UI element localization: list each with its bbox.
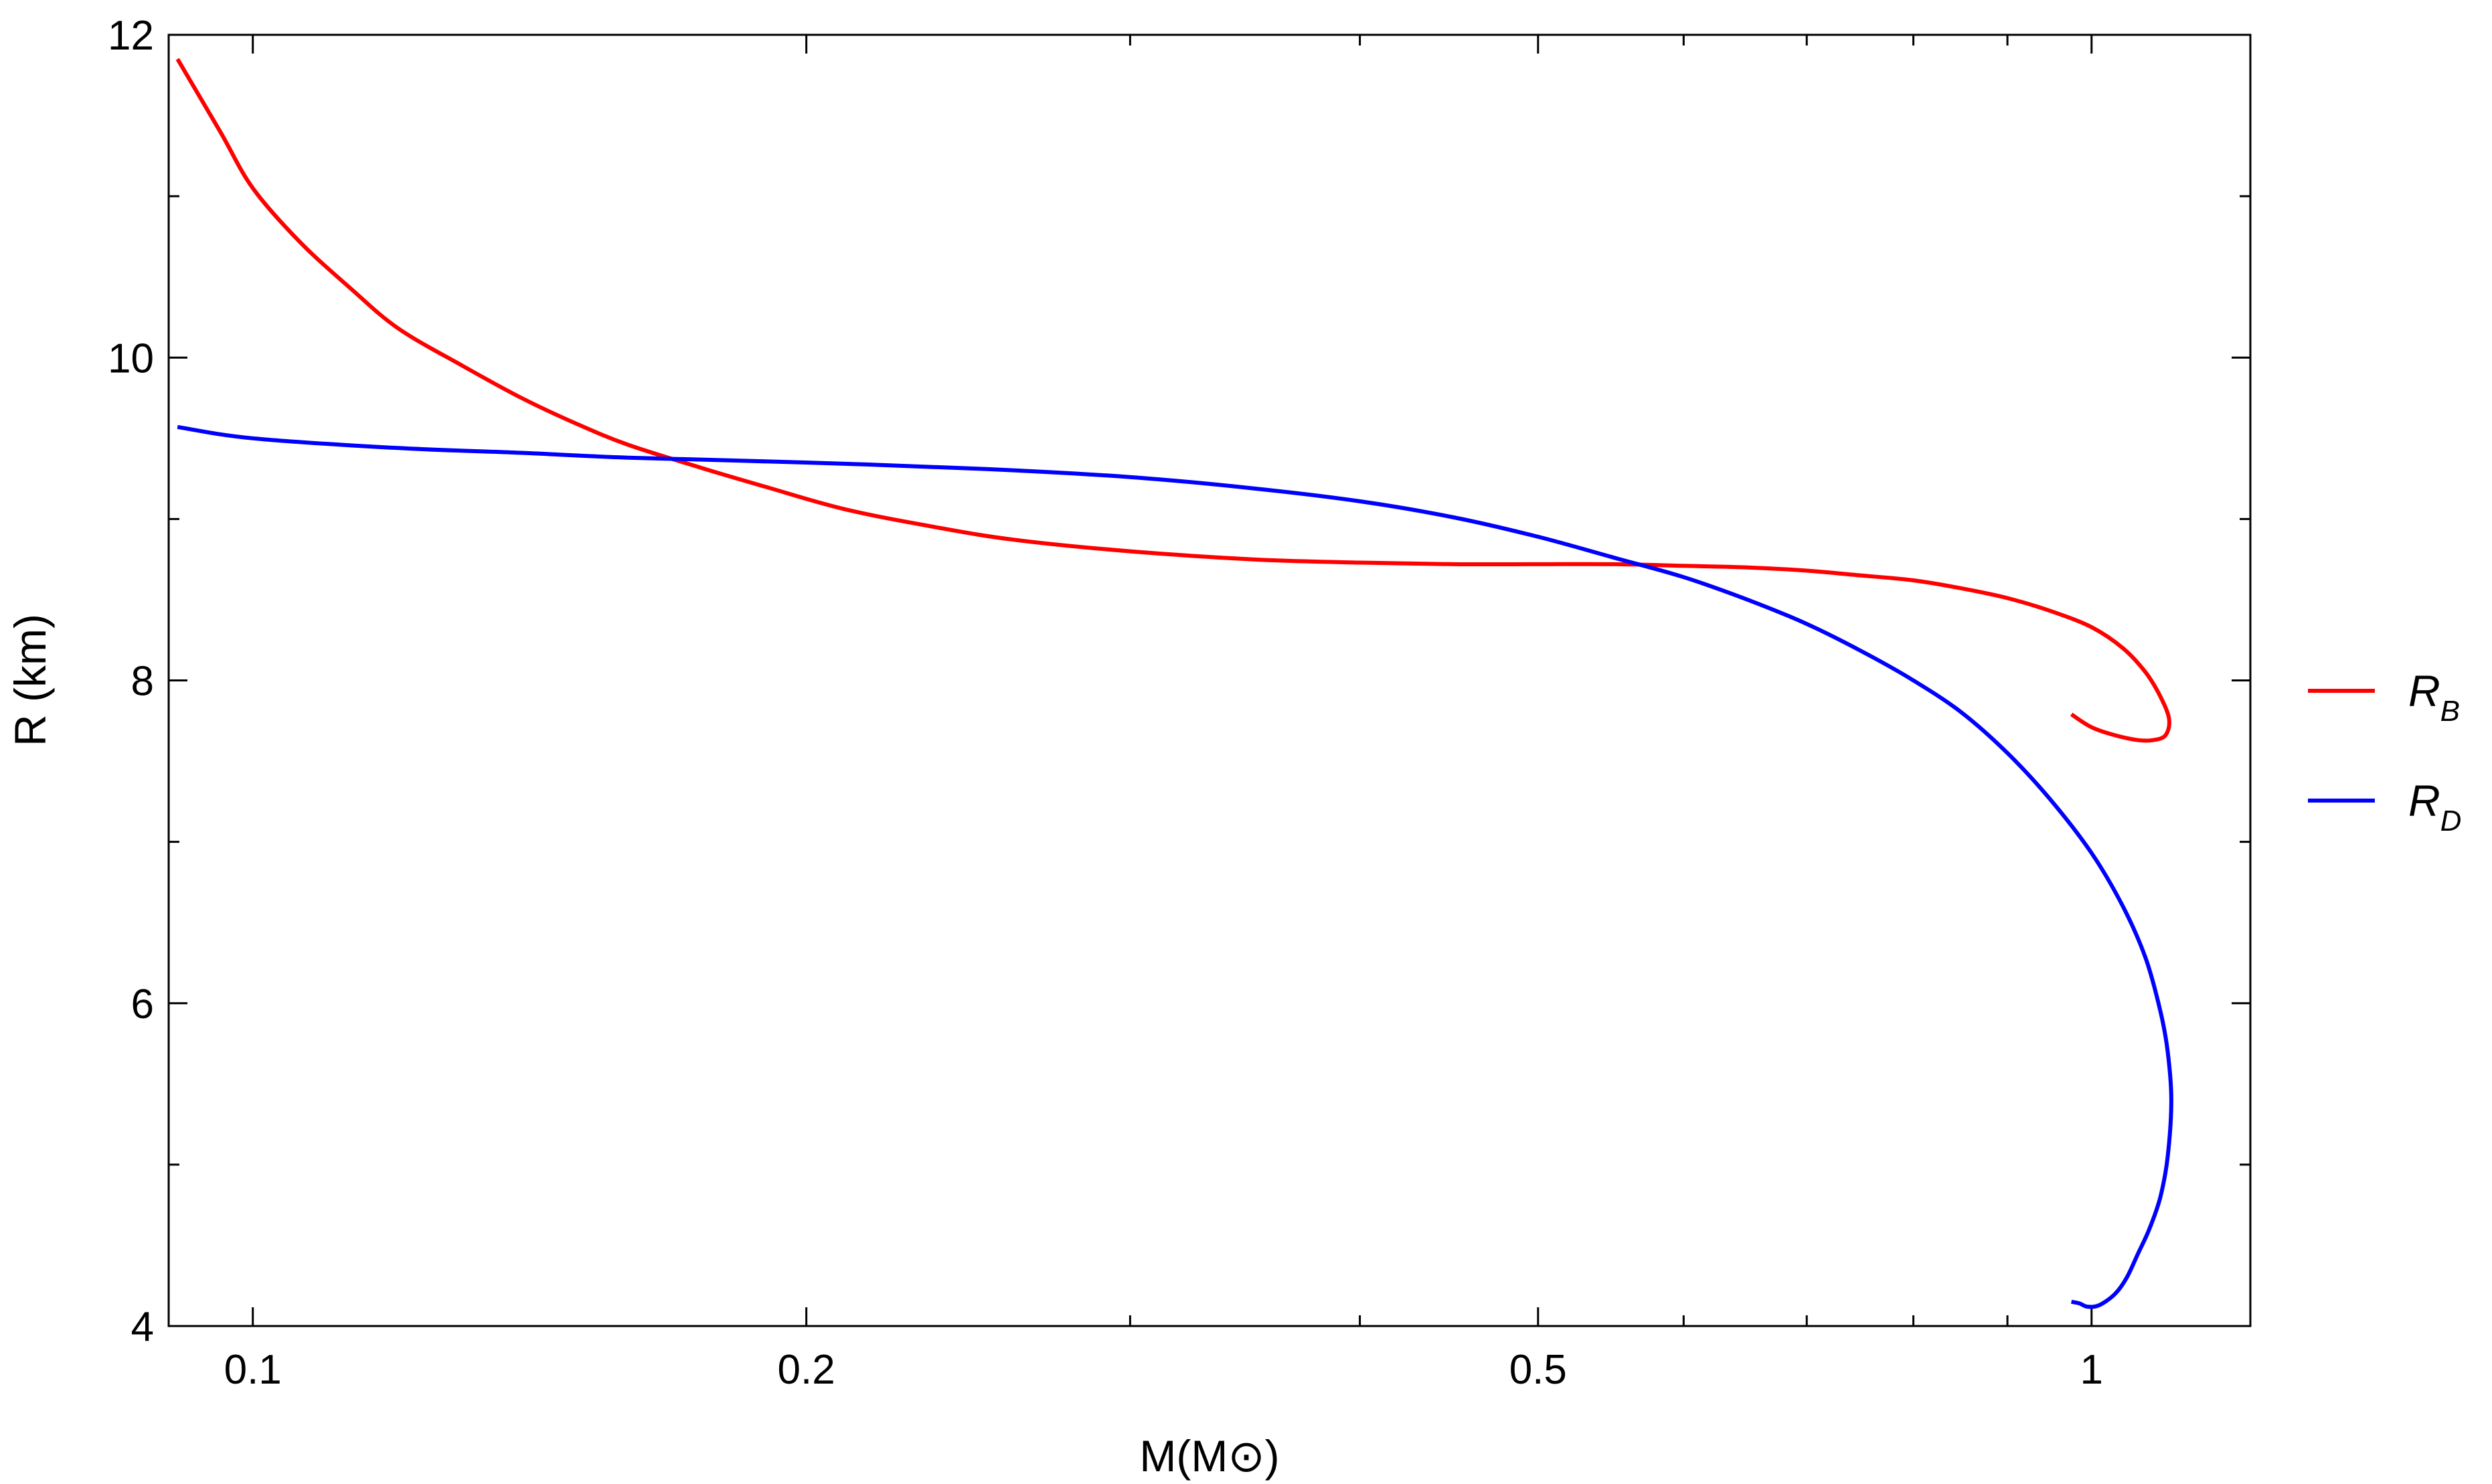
y-tick-label: 4: [131, 1304, 154, 1350]
y-axis-title: R (km): [5, 614, 55, 746]
axis-ticks: [169, 33, 2250, 1327]
x-tick-label: 0.5: [1509, 1347, 1567, 1393]
x-tick-label: 1: [2080, 1347, 2103, 1393]
x-tick-label: 0.1: [224, 1347, 282, 1393]
axis-tick-labels: 0.1 0.2 0.5 1 4 6 8 10 12: [108, 13, 2103, 1393]
y-tick-label: 12: [108, 13, 154, 59]
legend-label-rd: RD: [2408, 776, 2461, 837]
series-line-rd: [177, 424, 2173, 1309]
series-lines: [175, 58, 2173, 1309]
series-line-rb: [175, 58, 2171, 743]
legend: RB RD: [2308, 666, 2461, 837]
x-axis-title: M(M⊙): [1139, 1431, 1279, 1481]
y-tick-label: 6: [131, 981, 154, 1027]
x-tick-label: 0.2: [778, 1347, 835, 1393]
plot-frame: [167, 33, 2252, 1327]
y-tick-label: 8: [131, 659, 154, 705]
legend-label-rb: RB: [2408, 666, 2460, 728]
y-tick-label: 10: [108, 335, 154, 382]
